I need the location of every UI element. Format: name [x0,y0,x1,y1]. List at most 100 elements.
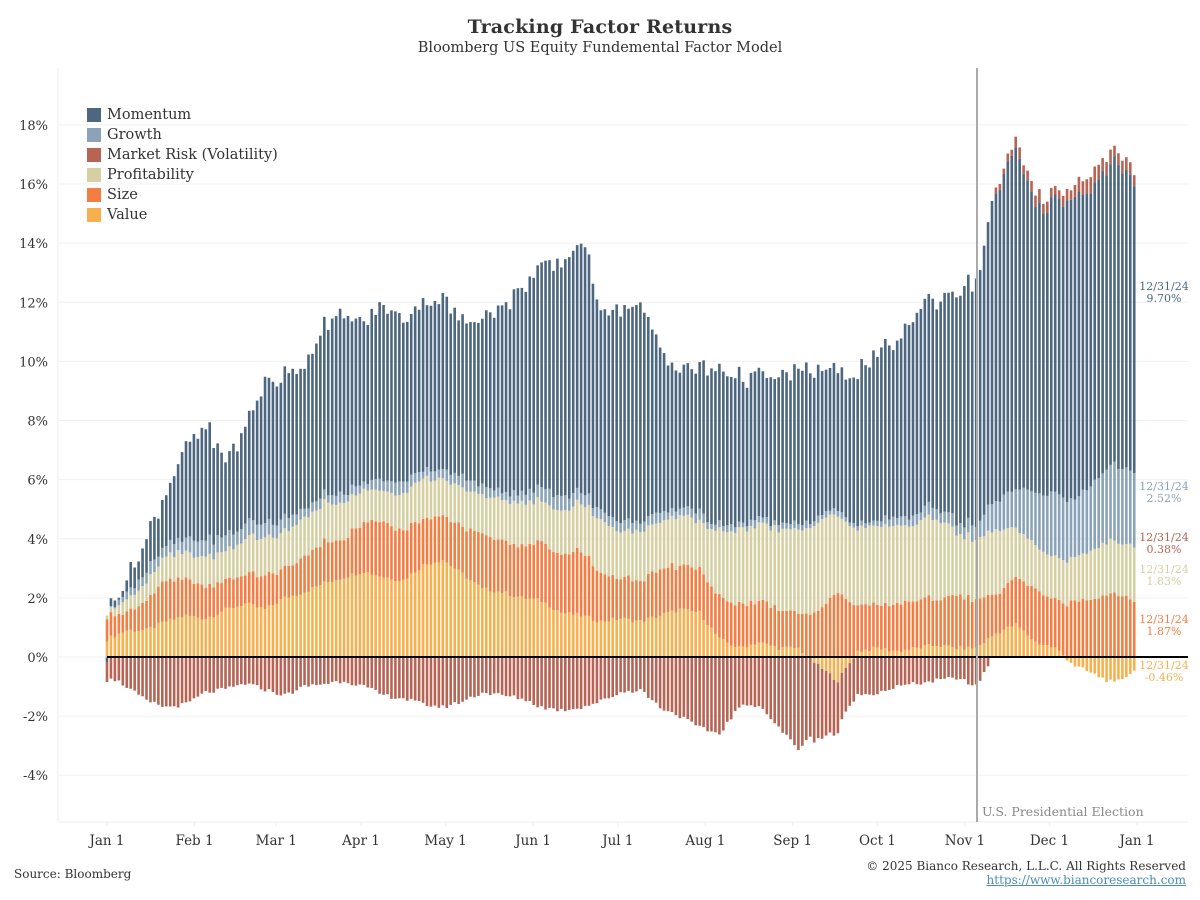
bar-segment-momentum [583,247,587,496]
bar-segment-growth [263,523,267,538]
bar-segment-growth [682,507,686,516]
bar-segment-size [247,572,251,603]
bar-segment-momentum [852,377,856,524]
bar-segment-profitability [192,557,196,584]
bar-segment-profitability [1010,527,1014,581]
bar-segment-size [1057,599,1061,651]
bar-segment-value [1101,657,1104,678]
bar-segment-profitability [1077,555,1081,602]
bar-segment-size [781,610,784,648]
bar-segment-growth [1018,489,1021,534]
bar-segment-value [283,596,287,657]
bar-segment-size [1121,596,1124,657]
bar-segment-profitability [567,510,571,555]
bar-segment-value [899,651,903,657]
bar-segment-growth [587,493,591,505]
bar-segment-size [816,610,820,657]
bar-segment-market-risk-volatility [433,657,437,706]
bar-segment-market-risk-volatility [1022,165,1025,174]
bar-segment-value [1014,622,1018,657]
bar-segment-growth [797,524,800,530]
bar-segment-market-risk-volatility [441,657,445,706]
bar-segment-value [662,613,666,657]
bar-segment-value [970,648,974,657]
bar-segment-value [307,591,310,657]
bar-segment-size [398,528,401,581]
bar-segment-market-risk-volatility [326,657,330,684]
bar-segment-momentum [176,464,180,538]
bar-segment-profitability [374,489,377,522]
bar-segment-profitability [615,531,618,579]
bar-segment-market-risk-volatility [307,657,310,687]
bar-segment-growth [240,529,243,544]
bar-segment-momentum [1065,200,1069,503]
bar-segment-momentum [291,368,294,515]
bar-segment-market-risk-volatility [820,668,824,739]
bar-segment-value [113,637,117,657]
bar-segment-market-risk-volatility [824,670,828,736]
bar-segment-growth [591,508,595,517]
bar-segment-value [619,618,622,657]
bar-segment-growth [1128,470,1132,544]
bar-segment-size [271,573,275,606]
bar-segment-market-risk-volatility [781,657,784,733]
bar-segment-momentum [330,318,334,496]
bar-segment-size [350,528,354,574]
bar-segment-market-risk-volatility [690,657,694,722]
bar-segment-market-risk-volatility [966,657,970,685]
bar-segment-momentum [828,367,832,511]
bar-segment-size [757,600,761,643]
website-link[interactable]: https://www.biancoresearch.com [986,873,1186,887]
bar-segment-profitability [405,492,409,531]
bar-segment-value [955,649,958,657]
bar-segment-market-risk-volatility [899,657,903,686]
bar-segment-profitability [812,526,816,613]
bar-segment-market-risk-volatility [354,657,358,686]
bar-segment-market-risk-volatility [145,657,148,700]
bar-segment-size [662,568,666,614]
bar-segment-size [801,613,804,654]
legend-item: Size [87,185,278,205]
bar-segment-momentum [939,301,942,514]
bar-segment-profitability [161,557,164,582]
bar-segment-value [812,657,816,664]
bar-segment-size [1042,595,1045,645]
bar-segment-size [828,598,832,657]
bar-segment-profitability [824,517,828,604]
bar-segment-momentum [157,518,160,557]
bar-segment-growth [137,579,140,591]
bar-segment-value [473,582,476,657]
bar-segment-value [891,650,895,657]
bar-segment-momentum [457,320,460,476]
bar-segment-market-risk-volatility [666,657,670,712]
bar-segment-market-risk-volatility [994,187,998,194]
bar-segment-size [702,574,705,621]
bar-segment-growth [959,523,962,534]
bar-segment-growth [457,475,460,486]
bar-segment-momentum [951,291,954,514]
bar-segment-market-risk-volatility [662,657,666,711]
bar-segment-market-risk-volatility [722,657,725,731]
bar-segment-value [516,596,520,657]
bar-segment-momentum [425,305,429,468]
bar-segment-growth [295,514,298,526]
bar-segment-growth [939,513,942,524]
bar-segment-value [674,612,678,657]
bar-segment-market-risk-volatility [737,657,741,708]
bar-segment-growth [635,520,638,530]
bar-segment-profitability [765,523,769,602]
bar-segment-market-risk-volatility [963,657,966,680]
bar-segment-value [224,607,227,657]
bar-segment-market-risk-volatility [311,657,314,685]
bar-segment-market-risk-volatility [931,657,935,683]
bar-segment-growth [484,487,488,499]
bar-segment-value [832,657,836,680]
bar-segment-value [216,614,219,657]
bar-segment-momentum [394,311,397,483]
bar-segment-momentum [579,243,583,494]
bar-segment-market-risk-volatility [702,657,705,728]
bar-segment-profitability [212,559,215,588]
bar-segment-value [326,582,330,657]
bar-segment-size [852,605,856,657]
bar-segment-size [417,523,421,571]
